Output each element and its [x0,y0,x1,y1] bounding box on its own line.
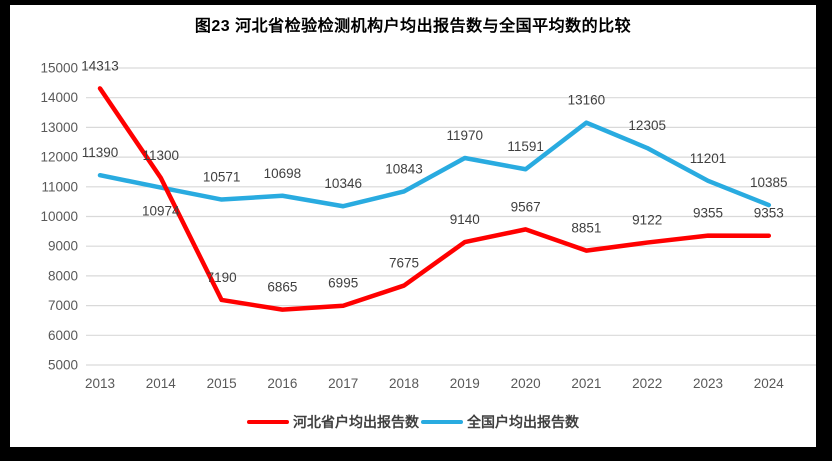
data-label: 7190 [207,270,237,285]
y-tick-label: 15000 [40,61,78,76]
data-label: 10385 [750,175,788,190]
y-tick-label: 11000 [41,179,78,194]
chart-title: 图23 河北省检验检测机构户均出报告数与全国平均数的比较 [194,18,632,35]
data-label: 10974 [142,204,180,219]
data-label: 9355 [693,206,723,221]
chart-canvas: 图23 河北省检验检测机构户均出报告数与全国平均数的比较 5000 6000 700… [10,5,816,447]
legend-label-hebei: 河北省户均出报告数 [293,414,419,430]
legend-line-swatch-red-icon [247,420,289,424]
data-label: 9140 [450,212,480,227]
data-label: 6865 [267,280,297,295]
y-tick-label: 12000 [40,150,78,165]
y-tick-label: 10000 [40,209,78,224]
y-tick-label: 9000 [48,239,78,254]
x-tick-label: 2023 [693,376,723,391]
data-label: 13160 [568,93,606,108]
data-label: 10346 [324,176,362,191]
legend-item-hebei[interactable]: 河北省户均出报告数 [247,412,419,432]
data-label: 9122 [632,213,662,228]
data-label: 9353 [754,206,784,221]
series-line-0[interactable] [97,86,772,312]
data-label: 11970 [447,128,484,143]
data-label: 11300 [143,148,180,163]
series-line-1[interactable] [97,120,772,209]
data-label: 12305 [628,118,666,133]
x-tick-label: 2014 [146,376,177,391]
data-label: 11390 [82,145,119,160]
x-tick-label: 2020 [511,376,541,391]
x-tick-label: 2015 [207,376,237,391]
data-label: 9567 [511,199,541,214]
y-tick-label: 8000 [48,268,78,283]
data-label: 11591 [507,139,544,154]
y-tick-label: 13000 [40,120,78,135]
x-tick-label: 2022 [632,376,662,391]
data-label: 8851 [571,221,601,236]
data-label: 10843 [385,161,423,176]
y-tick-label: 5000 [48,358,78,373]
x-tick-label: 2019 [450,376,480,391]
legend-item-national[interactable]: 全国户均出报告数 [421,412,579,432]
legend-line-swatch-blue-icon [421,420,463,424]
data-label: 10698 [264,166,302,181]
data-label: 14313 [81,58,119,73]
data-label: 6995 [328,276,358,291]
x-tick-label: 2017 [328,376,358,391]
x-tick-label: 2021 [571,376,601,391]
y-tick-label: 14000 [40,90,78,105]
y-tick-label: 7000 [48,298,78,313]
data-label: 7675 [389,256,419,271]
y-tick-label: 6000 [48,328,78,343]
x-tick-label: 2016 [267,376,297,391]
legend-label-national: 全国户均出报告数 [467,414,579,430]
line-chart-plot-area: 5000 6000 7000 8000 9000 10000 11000 12000 13000… [40,58,816,391]
data-label: 11201 [690,151,727,166]
x-tick-label: 2024 [754,376,785,391]
data-label: 10571 [203,170,241,185]
x-tick-label: 2018 [389,376,419,391]
chart-legend: 河北省户均出报告数 全国户均出报告数 [10,412,816,432]
x-tick-label: 2013 [85,376,115,391]
